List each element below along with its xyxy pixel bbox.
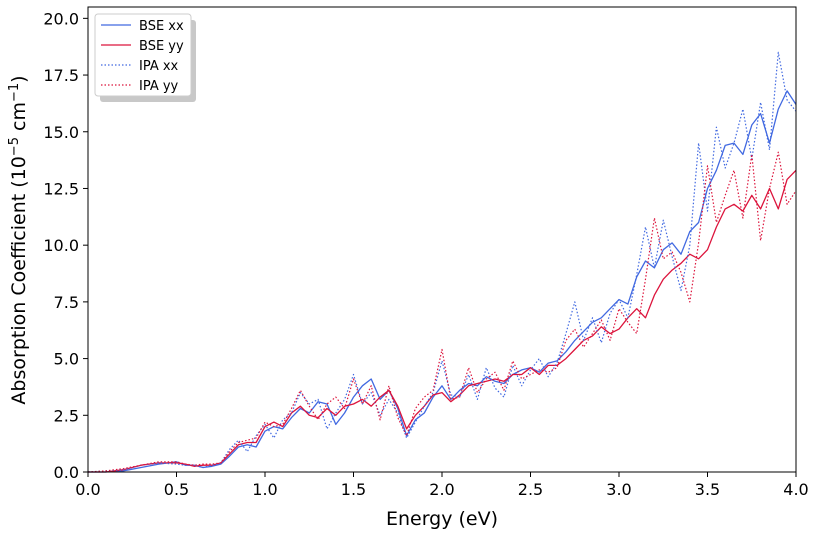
legend: BSE xx BSE yy IPA xx IPA yy xyxy=(94,13,196,102)
y-axis-ticks: 0.0 2.5 5.0 7.5 10.0 12.5 15.0 17.5 20.0 xyxy=(43,9,88,482)
x-tick-label: 4.0 xyxy=(783,480,808,499)
y-axis-label: Absorption Coefficient (10−5 cm−1) xyxy=(7,75,30,404)
series-line-bse-yy xyxy=(88,169,797,473)
x-tick-label: 0.5 xyxy=(164,480,189,499)
x-tick-label: 1.5 xyxy=(341,480,366,499)
legend-box xyxy=(94,13,192,97)
series-line-ipa-yy xyxy=(87,151,797,473)
x-tick-label: 3.0 xyxy=(606,480,631,499)
plot-area xyxy=(87,51,797,473)
y-tick-label: 2.5 xyxy=(54,406,79,425)
legend-label: BSE yy xyxy=(139,39,184,54)
series-line-ipa-xx xyxy=(87,51,797,473)
legend-label: IPA xx xyxy=(139,59,179,74)
x-tick-label: 3.5 xyxy=(695,480,720,499)
y-tick-label: 15.0 xyxy=(43,123,79,142)
y-tick-label: 12.5 xyxy=(43,179,79,198)
x-tick-label: 1.0 xyxy=(252,480,277,499)
y-tick-label: 20.0 xyxy=(43,9,79,28)
x-axis-label: Energy (eV) xyxy=(386,508,498,530)
x-axis-ticks: 0.0 0.5 1.0 1.5 2.0 2.5 3.0 3.5 4.0 xyxy=(75,472,809,499)
y-tick-label: 7.5 xyxy=(54,293,79,312)
x-tick-label: 2.5 xyxy=(518,480,543,499)
x-tick-label: 0.0 xyxy=(75,480,100,499)
y-tick-label: 5.0 xyxy=(54,350,79,369)
legend-label: IPA yy xyxy=(139,79,179,94)
y-tick-label: 17.5 xyxy=(43,66,79,85)
series-line-bse-xx xyxy=(88,90,797,473)
x-tick-label: 2.0 xyxy=(429,480,454,499)
legend-label: BSE xx xyxy=(139,19,184,34)
y-tick-label: 0.0 xyxy=(54,463,79,482)
y-tick-label: 10.0 xyxy=(43,236,79,255)
